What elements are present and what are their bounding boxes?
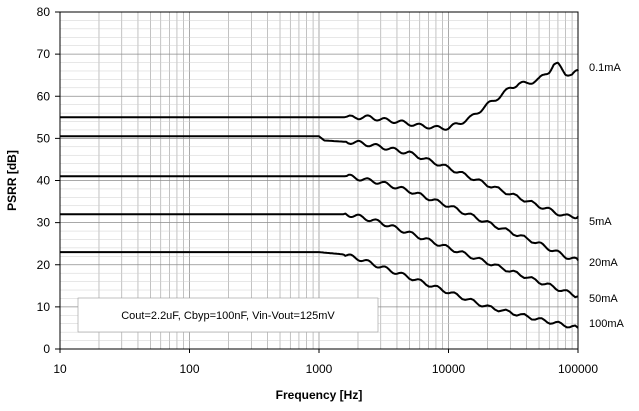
series-line-5mA (60, 135, 579, 220)
y-tick-label: 50 (37, 131, 51, 145)
x-tick-label: 10000 (432, 362, 466, 376)
series-label: 100mA (589, 318, 625, 330)
y-axis-title: PSRR [dB] (5, 150, 19, 211)
x-axis-title: Frequency [Hz] (276, 388, 363, 402)
grid-lines (59, 11, 579, 350)
annotation-text: Cout=2.2uF, Cbyp=100nF, Vin-Vout=125mV (121, 310, 335, 322)
y-tick-label: 70 (37, 47, 51, 61)
y-tick-label: 30 (37, 216, 51, 230)
series-line-0.1mA (60, 61, 579, 131)
series-line-100mA (60, 251, 579, 329)
series-line-20mA (60, 173, 579, 261)
series-lines (60, 61, 579, 329)
series-label: 5mA (589, 216, 612, 228)
series-label: 20mA (589, 257, 618, 269)
series-label: 0.1mA (589, 62, 621, 74)
x-tick-label: 10 (53, 362, 67, 376)
annotation-box: Cout=2.2uF, Cbyp=100nF, Vin-Vout=125mV (77, 297, 379, 333)
x-tick-label: 100000 (558, 362, 598, 376)
y-tick-label: 10 (37, 300, 51, 314)
series-labels: 0.1mA 5mA 20mA 50mA 100mA (589, 62, 625, 330)
y-tick-label: 60 (37, 89, 51, 103)
y-tick-label: 0 (43, 342, 50, 356)
y-tick-label: 20 (37, 258, 51, 272)
x-tick-label: 100 (179, 362, 199, 376)
y-tick-label: 40 (37, 174, 51, 188)
series-label: 50mA (589, 293, 618, 305)
series-line-50mA (60, 212, 579, 299)
x-tick-label: 1000 (306, 362, 333, 376)
y-tick-label: 80 (37, 5, 51, 19)
